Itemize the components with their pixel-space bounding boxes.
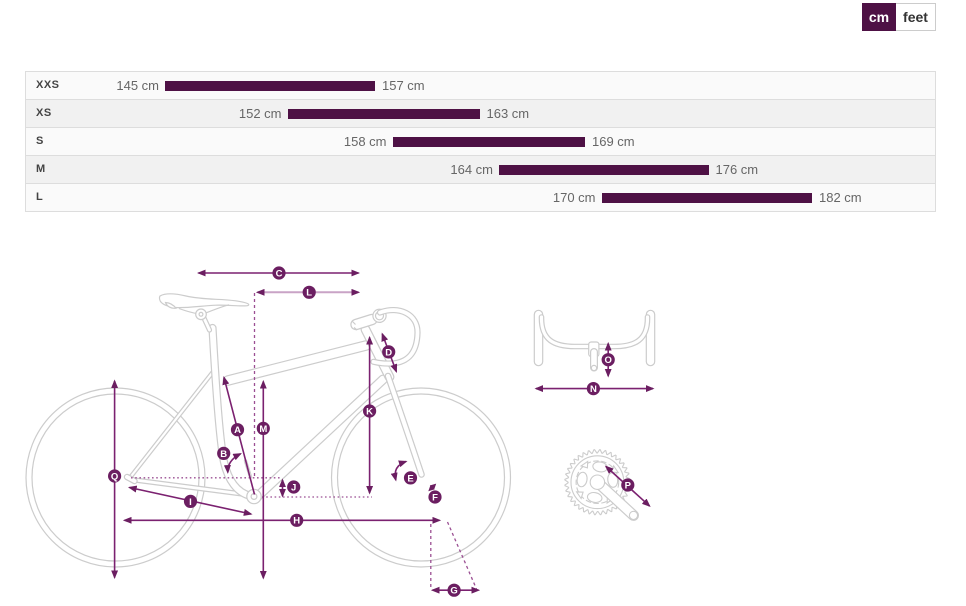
svg-text:H: H <box>293 516 300 527</box>
svg-text:F: F <box>432 492 438 503</box>
svg-text:O: O <box>605 355 612 366</box>
svg-text:L: L <box>306 288 312 299</box>
svg-text:P: P <box>625 480 632 491</box>
svg-text:J: J <box>291 482 296 493</box>
svg-text:K: K <box>366 406 373 417</box>
svg-text:D: D <box>385 347 392 358</box>
svg-text:N: N <box>590 384 597 395</box>
svg-text:I: I <box>189 497 192 508</box>
svg-text:C: C <box>276 268 283 279</box>
svg-text:Q: Q <box>111 471 118 482</box>
svg-text:M: M <box>259 424 267 435</box>
svg-text:B: B <box>220 449 227 460</box>
svg-text:E: E <box>407 473 413 484</box>
svg-text:A: A <box>234 425 241 436</box>
svg-text:G: G <box>450 586 457 597</box>
